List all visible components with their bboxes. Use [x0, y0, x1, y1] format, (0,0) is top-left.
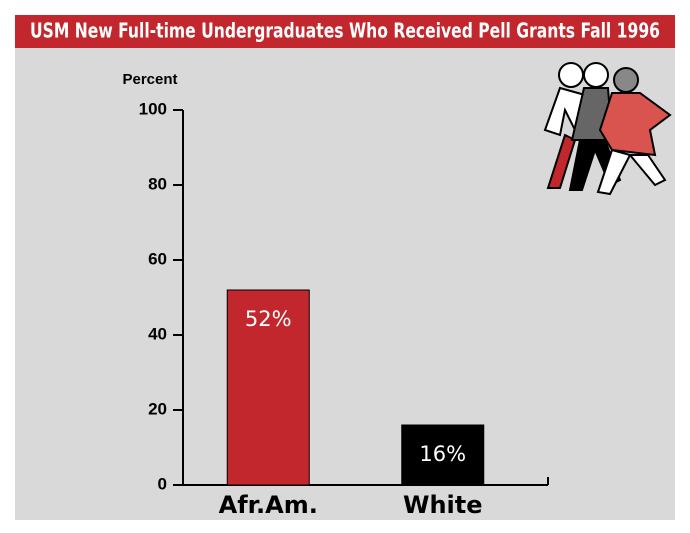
x-tick-label: Afr.Am. — [219, 491, 318, 519]
chart-title: USM New Full-time Undergraduates Who Rec… — [30, 19, 660, 43]
people-icon — [543, 62, 672, 196]
y-tick-label: 80 — [148, 174, 167, 193]
value-label: 16% — [419, 442, 466, 466]
value-label: 52% — [245, 307, 292, 331]
y-tick-label: 40 — [148, 324, 167, 343]
y-tick-label: 0 — [158, 474, 167, 493]
panel — [15, 15, 675, 520]
bar — [226, 289, 310, 486]
bar — [401, 424, 485, 486]
y-axis-label: Percent — [122, 71, 177, 88]
x-tick-label: White — [403, 491, 483, 519]
y-tick-label: 20 — [148, 399, 167, 418]
y-tick-label: 100 — [139, 99, 167, 118]
y-tick-label: 60 — [148, 249, 167, 268]
title-bar — [15, 15, 675, 48]
